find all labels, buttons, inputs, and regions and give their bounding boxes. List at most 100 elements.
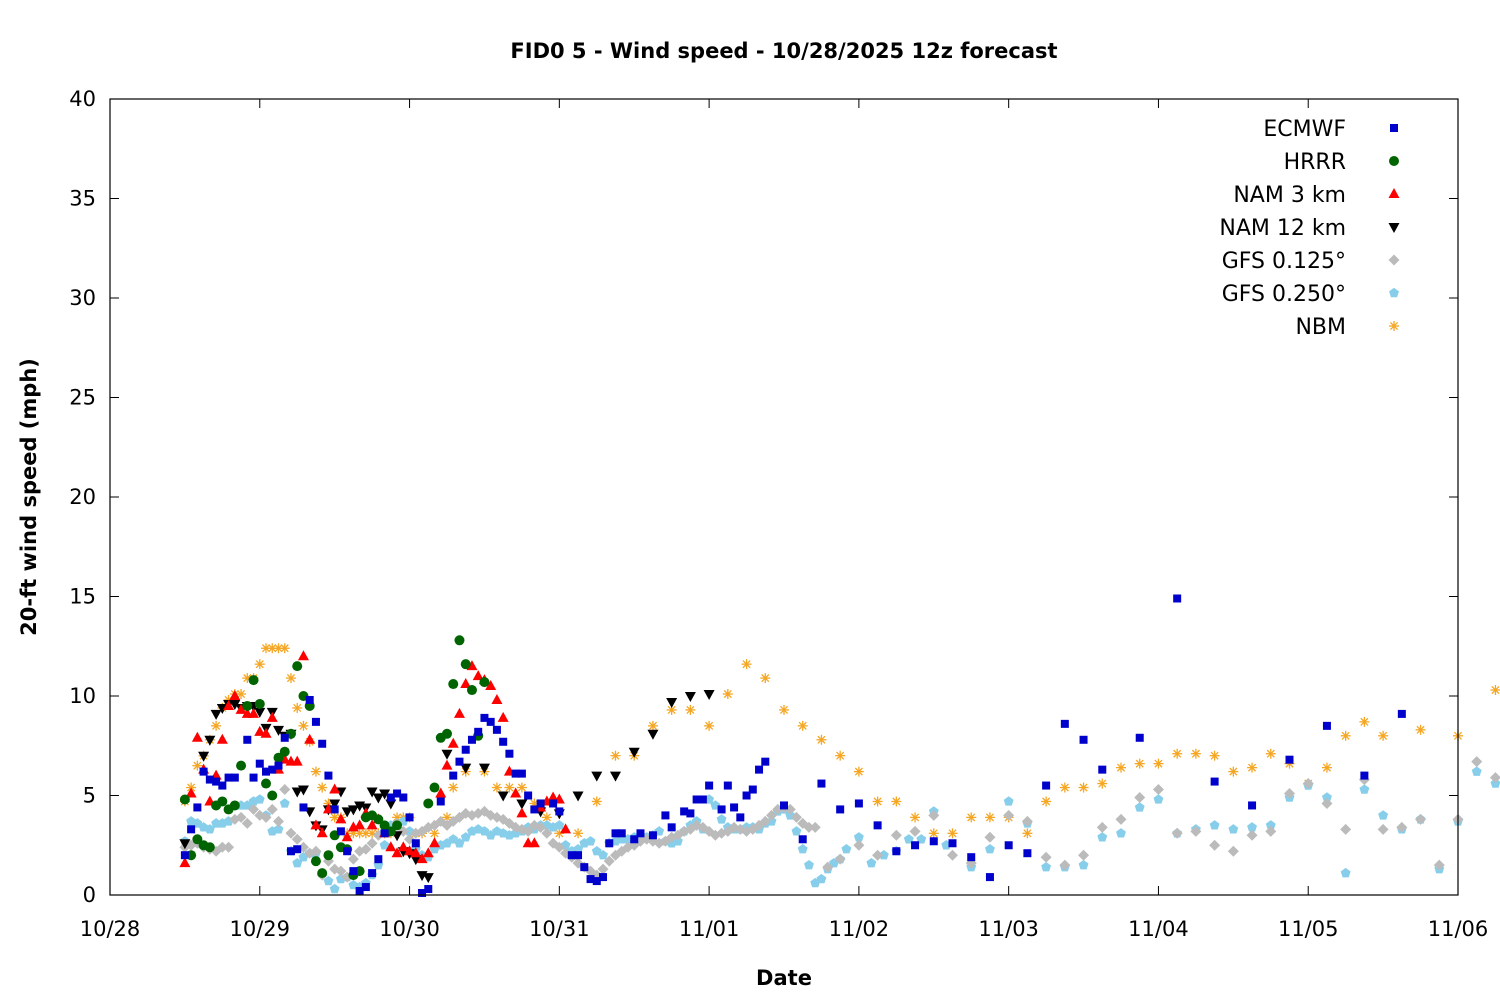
legend-label: NAM 12 km: [1219, 216, 1346, 241]
data-point-gfs-0-125: [603, 855, 615, 867]
data-point-ecmwf: [424, 885, 433, 894]
data-point-ecmwf: [836, 805, 845, 814]
data-point-gfs-0-125: [809, 821, 821, 833]
data-point-nam-3-km: [329, 783, 341, 794]
data-point-ecmwf: [567, 851, 576, 860]
data-point-gfs-0-125: [1040, 851, 1052, 863]
data-point-nam-12-km: [273, 725, 284, 736]
data-point-nbm: [504, 782, 515, 793]
data-point-gfs-0-125: [1209, 839, 1221, 851]
y-tick-label: 20: [69, 485, 96, 509]
data-point-ecmwf: [1060, 719, 1069, 728]
data-point-nbm: [1415, 724, 1426, 735]
data-point-nbm: [647, 720, 658, 731]
data-point-nbm: [591, 796, 602, 807]
legend-marker: [1389, 287, 1399, 298]
data-point-nam-12-km: [516, 799, 528, 810]
data-point-ecmwf: [305, 695, 314, 704]
data-point-hrrr: [423, 798, 434, 809]
data-point-gfs-0-125: [223, 841, 235, 853]
data-point-gfs-0-250: [379, 840, 390, 850]
data-point-gfs-0-250: [1209, 820, 1220, 830]
data-point-gfs-0-125: [597, 863, 609, 875]
data-point-nam-3-km: [491, 693, 503, 704]
data-point-ecmwf: [374, 855, 383, 864]
x-axis-label: Date: [756, 966, 812, 990]
data-point-gfs-0-125: [1021, 815, 1033, 827]
data-point-ecmwf: [499, 737, 508, 746]
x-tick-label: 11/03: [978, 917, 1039, 941]
data-point-nam-3-km: [291, 755, 303, 766]
data-point-hrrr: [292, 661, 303, 672]
data-point-hrrr: [204, 842, 215, 853]
data-point-nam-3-km: [297, 650, 309, 661]
data-point-nam-12-km: [460, 763, 472, 774]
data-point-nam-3-km: [404, 845, 416, 856]
data-point-nbm: [984, 812, 995, 823]
data-point-nbm: [317, 782, 328, 793]
data-point-nbm: [910, 812, 921, 823]
data-point-gfs-0-250: [585, 836, 596, 846]
chart-title: FID0 5 - Wind speed - 10/28/2025 12z for…: [510, 39, 1057, 63]
data-point-gfs-0-125: [1433, 859, 1445, 871]
data-point-ecmwf: [648, 831, 657, 840]
data-point-ecmwf: [399, 793, 408, 802]
data-point-gfs-0-125: [347, 853, 359, 865]
data-point-ecmwf: [199, 767, 208, 776]
data-point-gfs-0-250: [1265, 820, 1276, 830]
data-point-gfs-0-125: [1152, 784, 1164, 796]
data-point-ecmwf: [854, 799, 863, 808]
data-point-nam-12-km: [422, 873, 434, 884]
data-point-gfs-0-125: [853, 839, 865, 851]
data-point-nam-12-km: [385, 799, 397, 810]
data-point-gfs-0-125: [1227, 845, 1239, 857]
data-point-ecmwf: [218, 781, 227, 790]
data-point-gfs-0-125: [759, 815, 771, 827]
legend-item-hrrr: HRRR: [1284, 150, 1399, 175]
data-point-nam-12-km: [591, 771, 603, 782]
data-point-ecmwf: [611, 829, 620, 838]
data-point-ecmwf: [349, 867, 358, 876]
legend-label: NBM: [1295, 315, 1346, 340]
data-point-ecmwf: [536, 799, 545, 808]
data-point-nbm: [835, 750, 846, 761]
data-point-gfs-0-250: [797, 844, 808, 854]
y-tick-label: 25: [69, 386, 96, 410]
x-tick-label: 11/02: [829, 917, 890, 941]
data-point-ecmwf: [599, 873, 608, 882]
data-point-nam-12-km: [366, 787, 378, 798]
data-point-gfs-0-125: [1134, 791, 1146, 803]
data-point-ecmwf: [580, 863, 589, 872]
data-point-nbm: [1228, 766, 1239, 777]
data-point-ecmwf: [686, 809, 695, 818]
data-point-nam-12-km: [572, 791, 584, 802]
data-point-nbm: [722, 689, 733, 700]
data-point-ecmwf: [574, 851, 583, 860]
data-point-gfs-0-125: [928, 809, 940, 821]
data-point-ecmwf: [280, 733, 289, 742]
data-point-nam-3-km: [310, 819, 322, 830]
data-point-gfs-0-125: [541, 827, 553, 839]
data-point-ecmwf: [505, 749, 514, 758]
data-point-nam-12-km: [297, 785, 309, 796]
data-point-gfs-0-250: [1471, 766, 1482, 776]
legend-marker: [1390, 124, 1398, 132]
data-point-gfs-0-125: [291, 833, 303, 845]
data-point-gfs-0-125: [766, 809, 778, 821]
data-point-ecmwf: [549, 799, 558, 808]
x-tick-label: 10/31: [529, 917, 590, 941]
plot-area: [179, 594, 1500, 898]
data-point-ecmwf: [180, 851, 189, 860]
data-point-nbm: [1059, 782, 1070, 793]
data-point-gfs-0-250: [598, 850, 608, 860]
data-point-ecmwf: [405, 813, 414, 822]
data-point-nam-12-km: [610, 771, 621, 782]
data-point-gfs-0-250: [1097, 832, 1108, 842]
data-point-ecmwf: [355, 887, 364, 896]
data-point-ecmwf: [274, 761, 283, 770]
data-point-nbm: [448, 782, 459, 793]
data-point-hrrr: [323, 850, 334, 861]
data-point-nbm: [1097, 778, 1108, 789]
data-point-hrrr: [479, 677, 490, 688]
x-tick-label: 11/04: [1128, 917, 1189, 941]
